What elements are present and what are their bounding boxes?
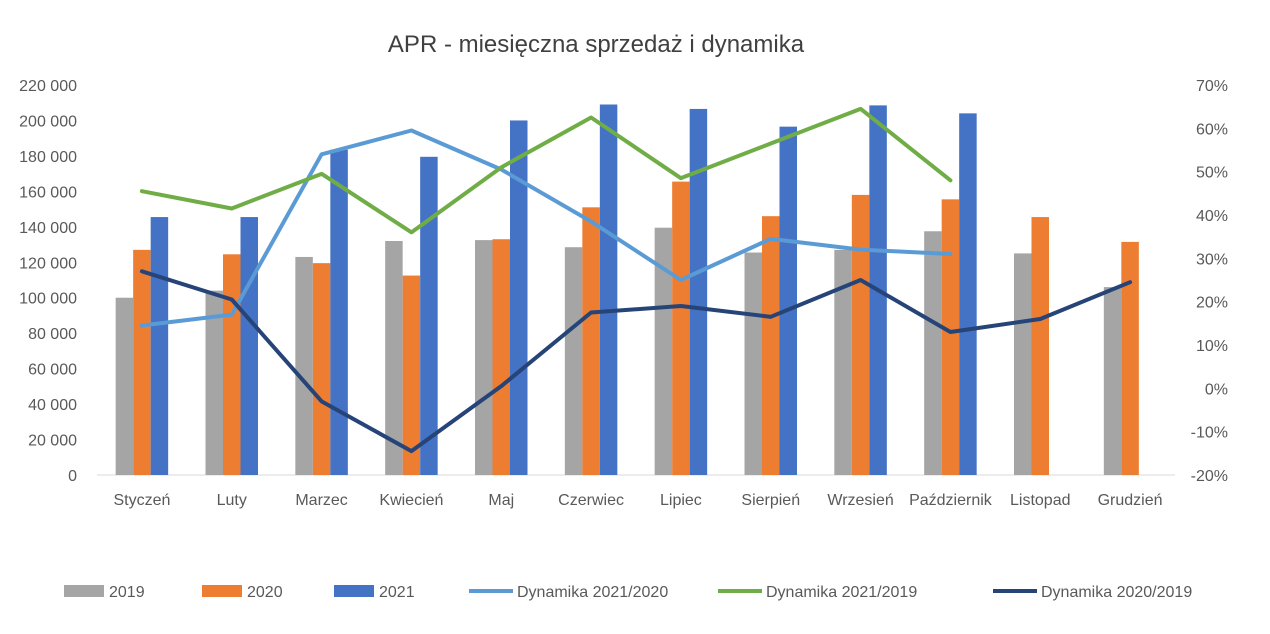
- x-tick-label: Styczeń: [113, 492, 170, 509]
- y-right-tick-label: 60%: [1196, 121, 1228, 138]
- bar-2020: [762, 216, 780, 475]
- line-series-2: [139, 106, 953, 235]
- y-right-tick-label: 50%: [1196, 165, 1228, 182]
- y-left-tick-label: 100 000: [19, 291, 77, 308]
- y-right-tick-label: 40%: [1196, 208, 1228, 225]
- bar-2020: [851, 194, 870, 475]
- legend-label: 2019: [109, 584, 145, 601]
- y-left-tick-label: 60 000: [28, 362, 77, 379]
- bar-2020: [582, 207, 600, 475]
- y-right-tick-label: 20%: [1196, 295, 1228, 312]
- line-series-3: [139, 269, 1133, 454]
- bar-2021: [599, 104, 618, 475]
- line-series-1: [139, 128, 953, 328]
- legend-label: Dynamika 2021/2019: [766, 584, 917, 601]
- chart-title: APR - miesięczna sprzedaż i dynamika: [388, 31, 805, 58]
- bar-2021: [779, 126, 797, 475]
- bars-group: [115, 104, 1139, 476]
- bar-2019: [1014, 253, 1032, 475]
- bar-2020: [672, 181, 690, 475]
- legend-swatch-2020: [202, 585, 242, 597]
- legend-label: Dynamika 2020/2019: [1041, 584, 1192, 601]
- bar-2019: [564, 247, 583, 475]
- x-tick-label: Maj: [488, 492, 514, 509]
- bar-2019: [1103, 287, 1122, 475]
- lines-group: [139, 106, 1133, 454]
- legend-swatch-2019: [64, 585, 104, 597]
- bar-2021: [510, 120, 528, 476]
- bar-2021: [150, 217, 169, 475]
- bar-2019: [295, 256, 313, 475]
- x-tick-label: Grudzień: [1098, 492, 1163, 509]
- bar-2021: [959, 113, 977, 475]
- x-tick-label: Październik: [909, 492, 993, 509]
- bar-2019: [924, 231, 942, 475]
- legend-label: 2021: [379, 584, 415, 601]
- x-tick-label: Lipiec: [660, 492, 702, 509]
- bar-2020: [1031, 217, 1049, 475]
- x-tick-label: Wrzesień: [827, 492, 893, 509]
- y-right-tick-label: -10%: [1191, 425, 1228, 442]
- bar-2020: [402, 275, 421, 475]
- bar-2020: [1121, 241, 1139, 475]
- y-left-tick-label: 200 000: [19, 113, 77, 130]
- y-right-tick-label: 0%: [1205, 381, 1228, 398]
- y-right-tick-label: 10%: [1196, 338, 1228, 355]
- bar-2020: [223, 254, 241, 475]
- x-tick-label: Czerwiec: [558, 492, 624, 509]
- bar-2021: [689, 108, 708, 475]
- bar-2019: [744, 252, 762, 475]
- y-left-tick-label: 40 000: [28, 397, 77, 414]
- bar-2020: [133, 249, 151, 475]
- bar-2019: [385, 241, 403, 475]
- axes-group: 0 20 000 40 000 60 000 80 000 100 000 120 000 1…: [19, 78, 1228, 509]
- legend: 2019 2020 2021 Dynamika 2021/2020 Dynamika 2…: [64, 584, 1192, 601]
- y-right-tick-label: -20%: [1191, 468, 1228, 485]
- bar-2020: [312, 263, 331, 475]
- x-tick-label: Marzec: [295, 492, 347, 509]
- y-left-tick-label: 80 000: [28, 326, 77, 343]
- legend-label: Dynamika 2021/2020: [517, 584, 668, 601]
- bar-2020: [941, 199, 960, 475]
- y-left-tick-label: 160 000: [19, 184, 77, 201]
- y-right-tick-label: 70%: [1196, 78, 1228, 95]
- legend-label: 2020: [247, 584, 283, 601]
- x-tick-label: Kwiecień: [379, 492, 443, 509]
- y-left-tick-label: 180 000: [19, 149, 77, 166]
- y-left-tick-label: 0: [68, 468, 77, 485]
- y-right-tick-label: 30%: [1196, 251, 1228, 268]
- legend-swatch-2021: [334, 585, 374, 597]
- bar-2021: [420, 156, 438, 475]
- x-tick-label: Sierpień: [741, 492, 800, 509]
- bar-2019: [115, 297, 134, 475]
- bar-2021: [330, 149, 348, 476]
- y-left-tick-label: 140 000: [19, 220, 77, 237]
- y-left-tick-label: 120 000: [19, 255, 77, 272]
- bar-2019: [475, 240, 493, 475]
- x-tick-label: Luty: [217, 492, 247, 509]
- bar-2020: [492, 239, 510, 475]
- bar-2019: [654, 227, 673, 475]
- x-tick-label: Listopad: [1010, 492, 1071, 509]
- y-left-tick-label: 220 000: [19, 78, 77, 95]
- bar-2019: [205, 290, 223, 475]
- y-left-tick-label: 20 000: [28, 433, 77, 450]
- bar-2021: [240, 217, 258, 475]
- bar-2019: [834, 249, 852, 475]
